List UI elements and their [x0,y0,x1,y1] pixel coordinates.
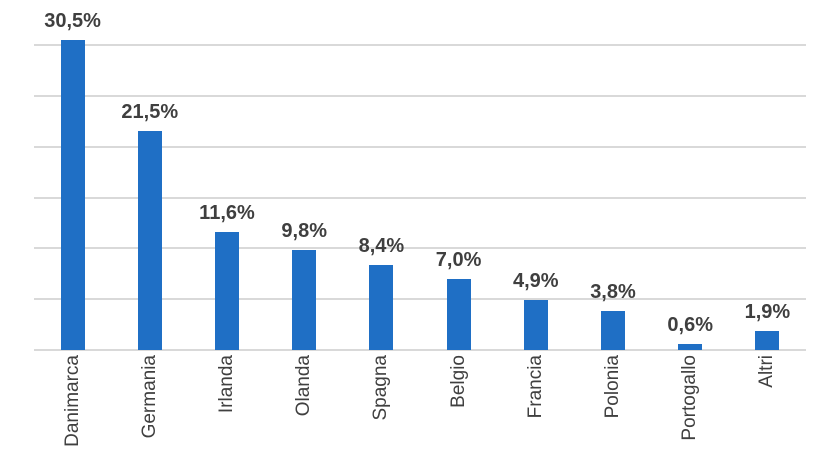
bar-columns: 30,5% Danimarca 21,5% Germania 11,6% Irlanda 9… [34,0,806,464]
bar [755,330,780,350]
bar-column-danimarca: 30,5% Danimarca [34,0,111,464]
category-label: Belgio [447,355,469,408]
bar-column-francia: 4,9% Francia [497,0,574,464]
value-label: 8,4% [358,234,405,257]
gridline-25 [34,94,806,97]
bar [214,232,239,350]
category-label: Danimarca [61,355,83,447]
category-label: Portogallo [679,355,701,441]
category-label: Spagna [370,355,392,421]
value-label: 4,9% [512,270,559,293]
bar-column-germania: 21,5% Germania [111,0,188,464]
gridline-10 [34,247,806,250]
category-label: Germania [138,355,160,439]
value-label: 0,6% [667,313,713,336]
category-label: Francia [524,355,546,419]
bar [369,264,394,350]
bar-column-polonia: 3,8% Polonia [574,0,651,464]
category-label: Olanda [293,355,315,417]
bar [678,343,703,350]
value-label: 7,0% [435,248,482,271]
gridline-20 [34,145,806,148]
bar-column-spagna: 8,4% Spagna [343,0,420,464]
bar [523,300,548,350]
value-label: 21,5% [121,101,179,124]
category-label: Irlanda [215,355,237,414]
bar [600,311,625,350]
value-label: 3,8% [590,281,636,304]
bar [292,250,317,350]
category-label: Altri [756,355,778,388]
bar [60,39,85,350]
bar-column-irlanda: 11,6% Irlanda [188,0,265,464]
gridline-0 [34,349,806,351]
category-label: Polonia [601,355,623,419]
gridline-15 [34,196,806,199]
gridline-5 [34,298,806,301]
value-label: 1,9% [744,300,791,323]
gridline-30 [34,44,806,46]
bar-column-altri: 1,9% Altri [729,0,806,464]
bar [137,131,162,350]
value-label: 11,6% [199,202,255,225]
bar-column-belgio: 7,0% Belgio [420,0,497,464]
bar-column-olanda: 9,8% Olanda [266,0,343,464]
value-label: 30,5% [44,9,101,32]
value-label: 9,8% [281,220,327,243]
bar-column-portogallo: 0,6% Portogallo [652,0,729,464]
bar [446,278,471,350]
